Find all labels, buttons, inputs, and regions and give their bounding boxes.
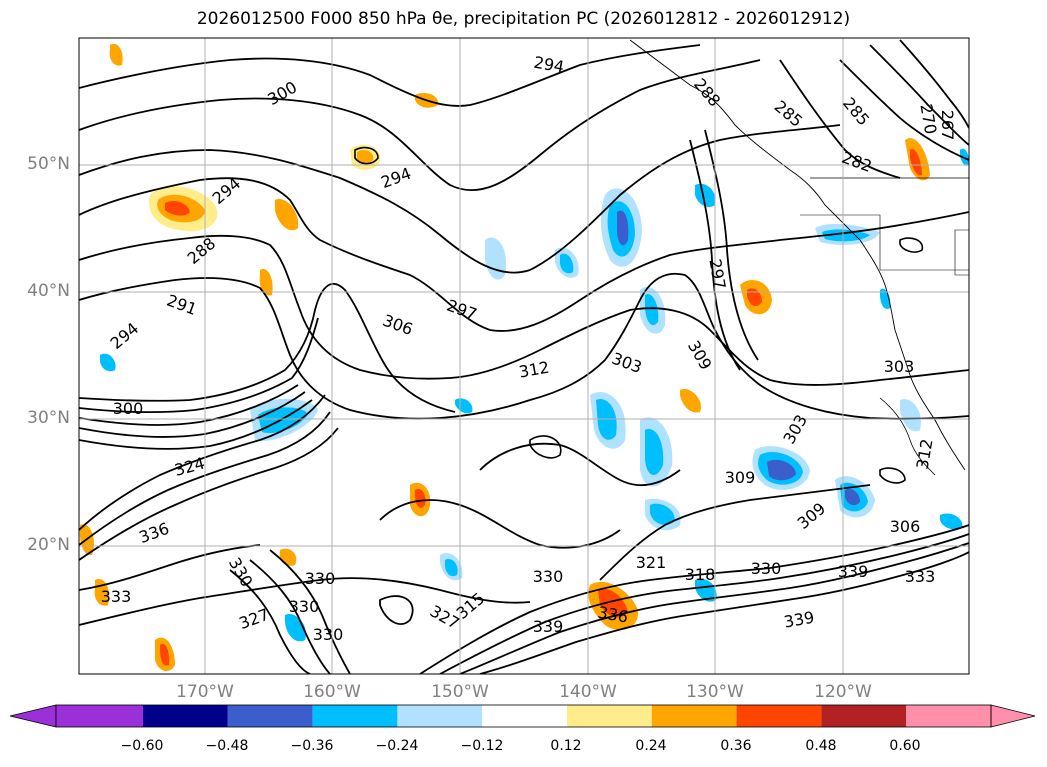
colorbar-segment (56, 705, 143, 727)
map-border (78, 37, 970, 675)
contour-label: 309 (725, 468, 756, 487)
colorbar-extend-min (9, 704, 57, 728)
colorbar-tick-label: 0.24 (635, 738, 667, 754)
contour-label: 330 (313, 625, 344, 644)
colorbar-tick-label: −0.36 (290, 738, 334, 754)
colorbar-tick-label: −0.48 (205, 738, 249, 754)
shaded-precip-anomalies (79, 43, 969, 672)
colorbar (9, 704, 1036, 728)
colorbar-outline (55, 704, 992, 728)
contour-label: 330 (533, 567, 564, 586)
lon-label-120w: 120°W (814, 682, 872, 702)
colorbar-segment (821, 705, 907, 727)
graticule (79, 38, 969, 674)
lon-label-170w: 170°W (176, 682, 234, 702)
contour-label: 267 (938, 110, 957, 141)
colorbar-tick-label: 0.60 (889, 738, 921, 754)
contour-label: 306 (890, 517, 921, 536)
colorbar-tick-label: 0.48 (805, 738, 837, 754)
contour-label: 339 (533, 617, 564, 636)
lon-label-140w: 140°W (559, 682, 617, 702)
contour-label: 330 (305, 569, 336, 588)
contour-label: 330 (751, 559, 782, 578)
colorbar-tick-label: −0.12 (460, 738, 504, 754)
colorbar-segment (397, 705, 483, 727)
contour-label: 300 (113, 399, 144, 418)
contour-label: 318 (685, 565, 716, 584)
colorbar-segment (651, 705, 737, 727)
theta-e-contours (79, 39, 969, 674)
colorbar-segment (143, 705, 228, 727)
lat-label-30n: 30°N (27, 408, 70, 428)
colorbar-segment (567, 705, 652, 727)
contour-label: 339 (838, 562, 869, 581)
lon-label-130w: 130°W (686, 682, 744, 702)
contour-label: 321 (636, 553, 667, 572)
contour-label: 330 (289, 597, 320, 616)
colorbar-extend-max (990, 704, 1036, 728)
colorbar-segment (736, 705, 822, 727)
colorbar-tick-label: −0.60 (120, 738, 164, 754)
colorbar-tick-label: 0.36 (720, 738, 752, 754)
lat-label-40n: 40°N (27, 281, 70, 301)
map-title: 2026012500 F000 850 hPa θe, precipitatio… (196, 9, 851, 29)
map-panel (79, 38, 969, 674)
lon-label-160w: 160°W (303, 682, 361, 702)
colorbar-tick-label: −0.24 (375, 738, 419, 754)
colorbar-tick-label: 0.12 (550, 738, 582, 754)
lat-label-50n: 50°N (27, 154, 70, 174)
colorbar-segment (906, 705, 991, 727)
contour-label: 333 (101, 587, 132, 606)
lon-label-150w: 150°W (431, 682, 489, 702)
colorbar-segment (312, 705, 398, 727)
colorbar-segment (227, 705, 313, 727)
contour-label: 333 (905, 567, 936, 586)
lat-label-20n: 20°N (27, 535, 70, 555)
colorbar-segment (482, 705, 567, 727)
contour-label: 303 (884, 357, 915, 376)
